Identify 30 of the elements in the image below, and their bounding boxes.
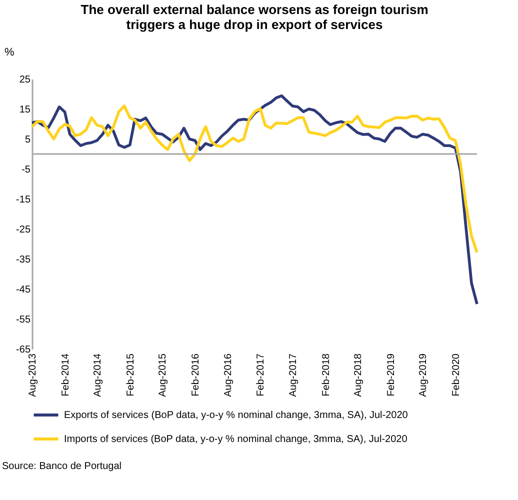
x-tick-label: Aug-2019 [418,353,430,397]
y-tick-label: -35 [16,254,31,266]
line-series [30,104,478,254]
x-tick-label: Feb-2018 [320,353,332,396]
y-tick-label: 25 [19,74,31,86]
x-tick-label: Feb-2016 [190,353,202,396]
x-tick-label: Feb-2020 [450,353,462,396]
x-tick-label: Aug-2014 [92,353,104,397]
y-tick-label: -5 [22,164,31,176]
x-tick-label: Feb-2015 [125,353,136,396]
y-tick-label: 5 [24,134,31,146]
y-tick-label: -65 [16,344,31,356]
y-tick-label: -15 [16,194,31,206]
source-note: Source: Banco de Portugal [2,461,122,472]
x-tick-label: Aug-2015 [158,353,169,397]
x-tick-label: Aug-2016 [222,353,234,397]
x-tick-label: Feb-2017 [256,353,267,396]
x-tick-label: Feb-2014 [60,353,72,396]
y-axis-title: % [4,46,14,58]
x-tick-label: Aug-2013 [28,353,38,397]
legend-label: Exports of services (BoP data, y-o-y % nominal change, 3mma, SA), Jul-2020 [64,410,408,421]
x-tick-label: Feb-2019 [386,353,397,396]
chart-title: The overall external balance worsens as foreign tourism triggers a huge drop in export of services [80,2,428,32]
y-tick-label: -55 [16,314,31,326]
y-tick-label: 15 [19,104,31,116]
y-tick-label: -25 [16,224,31,236]
x-tick-label: Aug-2017 [288,353,299,397]
x-tick-label: Aug-2018 [353,353,364,397]
legend-label: Imports of services (BoP data, y-o-y % nominal change, 3mma, SA), Jul-2020 [64,434,408,445]
y-tick-label: -45 [16,284,31,296]
